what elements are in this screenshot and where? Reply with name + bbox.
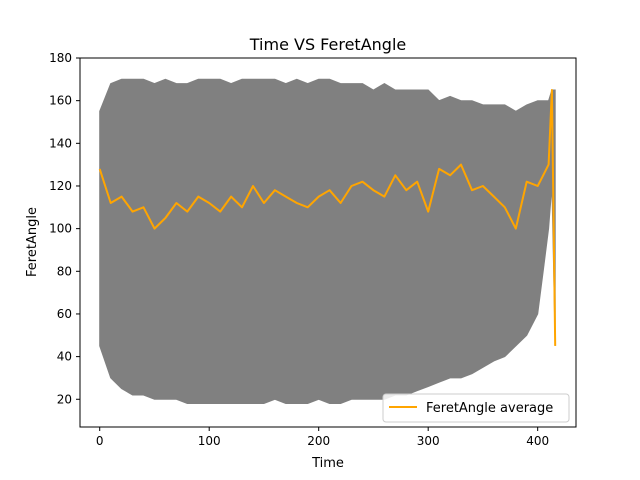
legend-label: FeretAngle average: [426, 401, 553, 416]
y-tick-label: 160: [49, 94, 72, 108]
x-tick-label: 300: [417, 434, 440, 448]
y-tick-label: 20: [57, 392, 72, 406]
x-axis: 0 100 200 300 400: [96, 427, 549, 448]
legend-box: [382, 393, 570, 423]
x-tick-label: 200: [307, 434, 330, 448]
range-band: [99, 78, 556, 404]
plot-frame: [79, 57, 577, 428]
y-tick-label: 140: [49, 136, 72, 150]
y-tick-label: 120: [49, 179, 72, 193]
plot-area: [98, 78, 557, 404]
x-tick-label: 0: [96, 434, 104, 448]
legend: FeretAngle average: [382, 393, 570, 423]
y-tick-label: 100: [49, 222, 72, 236]
x-axis-label: Time: [311, 456, 344, 471]
y-axis: 20 40 60 80 100 120 140 160 180: [49, 51, 80, 406]
y-tick-label: 40: [57, 350, 72, 364]
y-tick-label: 60: [57, 307, 72, 321]
x-tick-label: 100: [198, 434, 221, 448]
y-axis-label: FeretAngle: [25, 207, 40, 277]
chart-title: Time VS FeretAngle: [249, 35, 406, 54]
y-tick-label: 180: [49, 51, 72, 65]
x-tick-label: 400: [526, 434, 549, 448]
y-tick-label: 80: [57, 264, 72, 278]
series-line-average: [98, 89, 557, 346]
